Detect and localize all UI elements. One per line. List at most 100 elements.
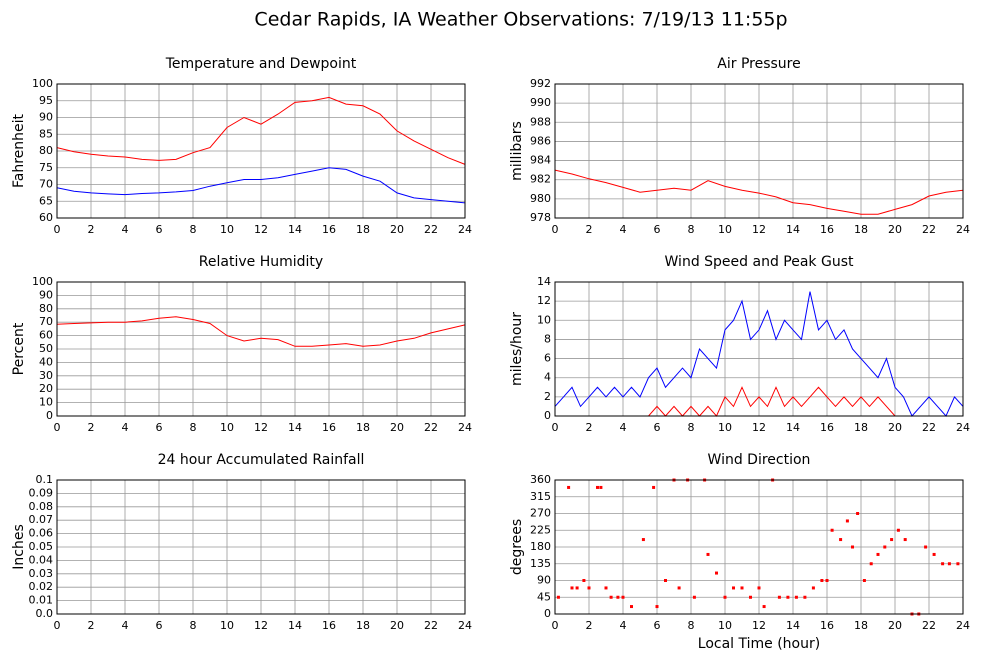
- y-tick-label: 2: [544, 390, 551, 403]
- y-tick-label: 270: [530, 507, 551, 520]
- y-tick-label: 6: [544, 352, 551, 365]
- plot-frame: [554, 281, 964, 417]
- y-tick-label: 90: [39, 288, 53, 301]
- data-point: [706, 552, 710, 556]
- x-axis-label: Local Time (hour): [698, 636, 820, 652]
- data-point: [616, 595, 620, 599]
- x-tick-label: 2: [88, 223, 95, 236]
- x-tick-label: 12: [254, 619, 268, 632]
- subplot-title: Relative Humidity: [199, 254, 323, 270]
- x-tick-label: 18: [356, 619, 370, 632]
- x-tick-label: 20: [390, 619, 404, 632]
- y-tick-label: 0.02: [29, 580, 54, 593]
- data-point: [862, 579, 866, 582]
- x-tick-label: 24: [458, 223, 472, 236]
- data-point: [856, 512, 860, 515]
- x-tick-label: 4: [620, 421, 627, 434]
- data-point: [596, 485, 599, 489]
- y-tick-label: 180: [530, 540, 551, 553]
- x-tick-label: 4: [122, 421, 129, 434]
- y-tick-label: 978: [530, 211, 551, 224]
- plot-frame: [56, 281, 466, 417]
- y-tick-label: 95: [39, 94, 53, 107]
- x-tick-label: 6: [156, 619, 163, 632]
- data-point: [723, 595, 727, 599]
- plot-frame: [554, 479, 964, 615]
- x-tick-label: 18: [356, 223, 370, 236]
- x-tick-label: 4: [122, 619, 129, 632]
- y-tick-label: 60: [39, 211, 53, 224]
- x-tick-label: 12: [752, 421, 766, 434]
- x-tick-label: 6: [654, 421, 661, 434]
- data-point: [896, 528, 900, 532]
- x-tick-label: 12: [254, 223, 268, 236]
- x-tick-label: 4: [122, 223, 129, 236]
- y-tick-label: 0.1: [36, 473, 54, 486]
- x-tick-label: 4: [620, 619, 627, 632]
- x-tick-label: 20: [888, 421, 902, 434]
- data-point: [762, 605, 766, 609]
- data-point: [932, 552, 936, 556]
- data-point: [869, 562, 873, 566]
- x-tick-label: 2: [586, 421, 593, 434]
- y-tick-label: 10: [39, 396, 53, 409]
- y-tick-label: 0.03: [29, 567, 54, 580]
- data-point: [883, 545, 887, 549]
- y-tick-label: 80: [39, 144, 53, 157]
- x-tick-label: 12: [254, 421, 268, 434]
- data-point: [587, 586, 591, 590]
- x-tick-label: 24: [956, 223, 970, 236]
- x-tick-label: 10: [718, 421, 732, 434]
- data-point: [924, 545, 928, 549]
- subplot-title: Wind Direction: [708, 452, 811, 468]
- data-point: [692, 595, 696, 599]
- x-tick-label: 10: [220, 223, 234, 236]
- data-point: [621, 595, 625, 599]
- y-tick-label: 990: [530, 96, 551, 109]
- x-tick-label: 22: [922, 421, 936, 434]
- x-tick-label: 10: [220, 619, 234, 632]
- y-tick-label: 30: [39, 369, 53, 382]
- data-point: [851, 545, 854, 549]
- y-tick-label: 80: [39, 302, 53, 315]
- x-tick-label: 4: [620, 223, 627, 236]
- data-point: [740, 586, 744, 590]
- data-point: [567, 485, 571, 489]
- data-point: [820, 579, 824, 582]
- y-tick-label: 0.09: [29, 486, 54, 499]
- x-tick-label: 22: [922, 619, 936, 632]
- y-axis-label: degrees: [509, 519, 525, 575]
- x-tick-label: 0: [552, 223, 559, 236]
- x-tick-label: 10: [718, 223, 732, 236]
- x-tick-label: 22: [922, 223, 936, 236]
- y-tick-label: 135: [530, 557, 551, 570]
- y-tick-label: 90: [537, 574, 551, 587]
- x-tick-label: 6: [654, 223, 661, 236]
- x-tick-label: 14: [288, 223, 302, 236]
- data-point: [825, 579, 829, 582]
- data-point: [903, 538, 907, 542]
- data-point: [786, 595, 790, 599]
- y-tick-label: 982: [530, 173, 551, 186]
- y-tick-label: 0.01: [29, 594, 54, 607]
- page-title: Cedar Rapids, IA Weather Observations: 7…: [254, 9, 787, 31]
- x-tick-label: 24: [956, 619, 970, 632]
- x-tick-label: 8: [688, 421, 695, 434]
- x-tick-label: 0: [552, 421, 559, 434]
- x-tick-label: 2: [88, 619, 95, 632]
- y-tick-label: 0.05: [29, 540, 54, 553]
- data-point: [830, 528, 834, 532]
- y-tick-label: 10: [537, 313, 551, 326]
- data-point: [715, 571, 718, 575]
- data-point: [794, 595, 798, 599]
- y-axis-label: Fahrenheit: [11, 113, 27, 188]
- x-tick-label: 14: [786, 223, 800, 236]
- x-tick-label: 14: [288, 421, 302, 434]
- data-point: [599, 485, 603, 489]
- y-axis-label: Percent: [11, 322, 27, 375]
- x-tick-label: 20: [888, 619, 902, 632]
- data-point: [655, 605, 659, 609]
- subplot-title: Temperature and Dewpoint: [165, 56, 357, 72]
- x-tick-label: 8: [190, 619, 197, 632]
